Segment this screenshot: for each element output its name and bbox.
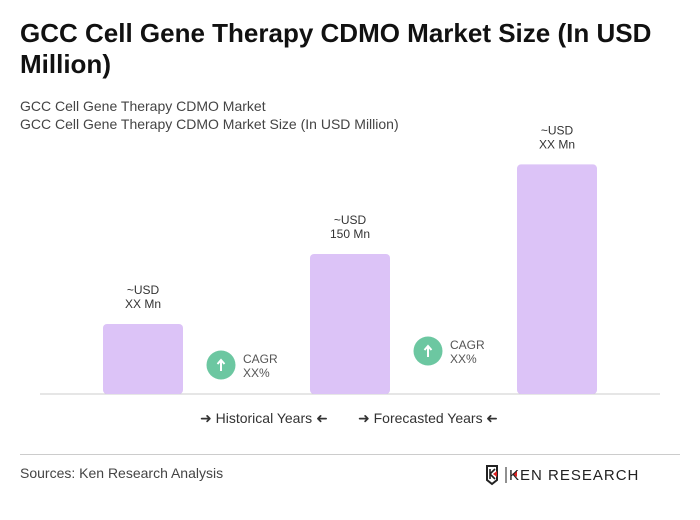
subtitle: GCC Cell Gene Therapy CDMO Market <box>20 98 266 114</box>
data-label: 150 Mn <box>330 227 370 241</box>
data-label: ~USD <box>541 123 574 137</box>
page-title: GCC Cell Gene Therapy CDMO Market Size (… <box>20 18 652 79</box>
bar <box>517 164 597 394</box>
legend-historical: ➜ Historical Years ➜ <box>200 410 328 426</box>
bar <box>310 254 390 394</box>
subtitle-2: GCC Cell Gene Therapy CDMO Market Size (… <box>20 116 399 132</box>
data-label: XX Mn <box>125 297 161 311</box>
data-label: XX Mn <box>539 137 575 151</box>
ken-research-logo: KEN RESEARCH <box>486 464 656 491</box>
cagr-text: XX% <box>450 352 477 366</box>
svg-text:KEN RESEARCH: KEN RESEARCH <box>509 467 639 484</box>
cagr-text: XX% <box>243 366 270 380</box>
data-label: ~USD <box>334 213 367 227</box>
data-label: ~USD <box>127 283 160 297</box>
bar <box>103 324 183 394</box>
cagr-text: CAGR <box>243 352 278 366</box>
legend-forecasted-label: Forecasted Years <box>373 410 483 426</box>
sources: Sources: Ken Research Analysis <box>20 465 224 481</box>
divider <box>20 454 680 455</box>
legend-forecasted: ➜ Forecasted Years ➜ <box>358 410 499 426</box>
legend-historical-label: Historical Years <box>215 410 313 426</box>
cagr-text: CAGR <box>450 338 485 352</box>
